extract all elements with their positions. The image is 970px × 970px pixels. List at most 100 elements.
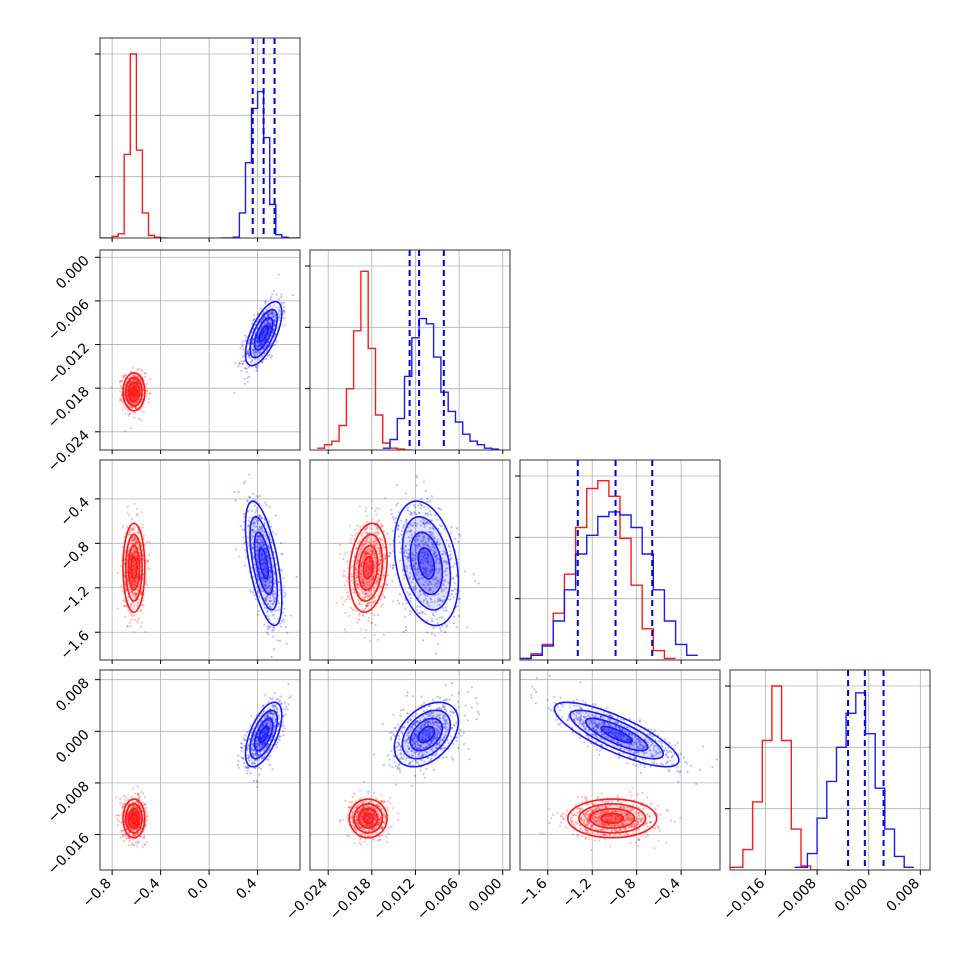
- scatter-point: [253, 353, 256, 356]
- scatter-point: [391, 600, 394, 603]
- scatter-point: [251, 536, 254, 539]
- scatter-point: [144, 395, 148, 398]
- scatter-point: [144, 372, 147, 375]
- scatter-point: [233, 391, 236, 394]
- scatter-point: [257, 364, 260, 367]
- scatter-point: [135, 581, 138, 584]
- scatter-point: [378, 574, 381, 577]
- scatter-point: [363, 636, 366, 640]
- scatter-point: [361, 591, 364, 594]
- scatter-point: [253, 354, 256, 357]
- scatter-point: [132, 529, 135, 532]
- scatter-point: [264, 586, 267, 590]
- scatter-point: [355, 574, 358, 577]
- scatter-point: [267, 603, 270, 606]
- scatter-point: [364, 592, 367, 595]
- scatter-point: [132, 571, 135, 574]
- contour-red: [130, 555, 138, 580]
- scatter-point: [265, 551, 269, 554]
- scatter-point: [366, 552, 369, 555]
- scatter-point: [258, 535, 261, 538]
- contour-red: [122, 522, 146, 614]
- scatter-point: [136, 513, 139, 516]
- scatter-point: [260, 559, 263, 562]
- scatter-point: [132, 565, 136, 568]
- scatter-point: [439, 629, 443, 632]
- scatter-point: [265, 323, 268, 326]
- scatter-point: [257, 344, 260, 347]
- scatter-point: [430, 632, 433, 635]
- scatter-point: [136, 619, 139, 622]
- scatter-point: [266, 321, 269, 324]
- scatter-point: [404, 608, 407, 611]
- scatter-point: [375, 507, 378, 510]
- scatter-point: [130, 555, 133, 558]
- scatter-point: [402, 631, 405, 634]
- scatter-point: [269, 298, 272, 301]
- scatter-point: [278, 589, 281, 592]
- scatter-point: [264, 501, 267, 504]
- scatter-point: [133, 378, 136, 381]
- scatter-point: [269, 575, 272, 578]
- scatter-point: [257, 528, 260, 531]
- scatter-point: [342, 557, 345, 561]
- scatter-point: [131, 579, 134, 583]
- scatter-point: [124, 581, 127, 584]
- scatter-point: [258, 343, 261, 346]
- scatter-point: [128, 840, 131, 843]
- scatter-point: [259, 541, 262, 544]
- scatter-point: [130, 581, 133, 585]
- scatter-point: [378, 557, 381, 560]
- scatter-point: [273, 304, 276, 307]
- scatter-point: [388, 551, 391, 555]
- scatter-point: [132, 560, 135, 563]
- scatter-point: [251, 509, 254, 512]
- scatter-point: [125, 605, 128, 608]
- scatter-point: [132, 564, 135, 568]
- scatter-point: [360, 560, 363, 563]
- scatter-point: [265, 320, 268, 323]
- scatter-point: [393, 564, 396, 567]
- scatter-point: [134, 384, 137, 387]
- scatter-point: [123, 373, 126, 377]
- histogram-red: [317, 270, 412, 450]
- scatter-point: [391, 529, 394, 532]
- scatter-point: [253, 531, 257, 534]
- scatter-point: [132, 586, 136, 589]
- scatter-point: [130, 795, 133, 799]
- scatter-point: [367, 566, 370, 570]
- scatter-point: [131, 581, 134, 584]
- scatter-point: [119, 381, 122, 384]
- scatter-point: [381, 603, 384, 606]
- scatter-point: [243, 564, 247, 567]
- scatter-point: [137, 530, 140, 534]
- scatter-point: [250, 331, 254, 334]
- scatter-point: [267, 585, 270, 588]
- scatter-point: [369, 559, 372, 562]
- scatter-point: [360, 534, 363, 537]
- scatter-point: [256, 535, 260, 538]
- scatter-point: [138, 582, 141, 585]
- scatter-point: [267, 332, 270, 336]
- scatter-point: [367, 620, 370, 623]
- scatter-point: [142, 410, 145, 413]
- scatter-point: [378, 547, 381, 550]
- scatter-point: [272, 635, 275, 638]
- scatter-point: [268, 584, 271, 587]
- scatter-point: [362, 580, 365, 583]
- scatter-point: [132, 552, 135, 555]
- scatter-point: [118, 814, 121, 817]
- scatter-point: [136, 621, 139, 624]
- scatter-point: [255, 542, 258, 545]
- scatter-point: [365, 583, 368, 586]
- scatter-point: [260, 552, 263, 555]
- scatter-point: [133, 553, 136, 556]
- scatter-point: [127, 549, 130, 552]
- scatter-point: [140, 542, 143, 545]
- scatter-point: [374, 540, 377, 543]
- scatter-point: [433, 634, 436, 637]
- contour-blue: [244, 500, 283, 627]
- scatter-point: [366, 561, 369, 565]
- scatter-point: [272, 648, 276, 651]
- scatter-point: [134, 378, 137, 381]
